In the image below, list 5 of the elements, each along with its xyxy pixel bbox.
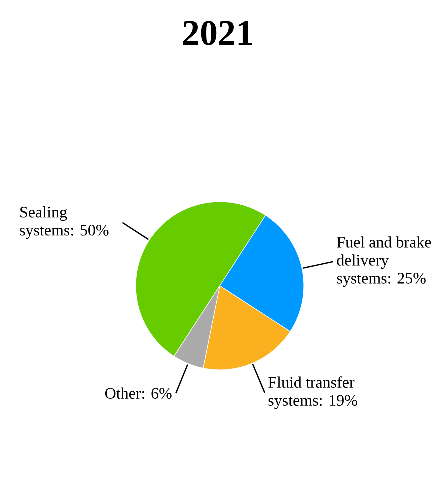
- slice-label: Fluid transfer systems: 19%: [268, 376, 358, 410]
- slice-label: Other: 6%: [105, 388, 172, 400]
- chart-title: 2021: [184, 21, 252, 46]
- slice-label: Sealing systems: 50%: [20, 206, 109, 240]
- slice-label: Fuel and brake delivery systems: 25%: [337, 236, 432, 288]
